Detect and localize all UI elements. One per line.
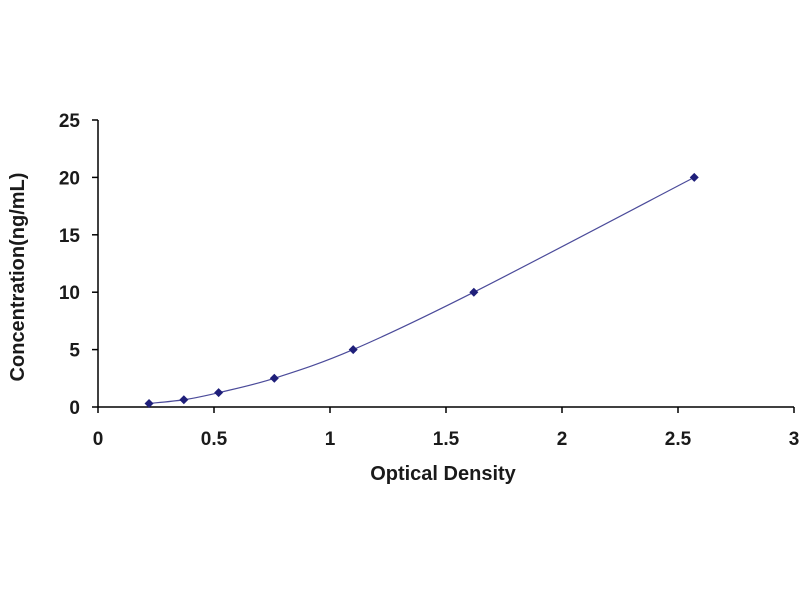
x-tick-label: 0.5: [201, 429, 228, 450]
y-tick-label: 0: [69, 398, 80, 419]
y-tick-label: 15: [59, 226, 81, 247]
x-tick-label: 2: [557, 429, 568, 450]
x-tick-label: 0: [93, 429, 104, 450]
y-tick-label: 20: [59, 168, 80, 189]
data-points: [144, 172, 699, 408]
x-axis-title: Optical Density: [370, 463, 516, 485]
data-point: [348, 345, 358, 355]
data-point: [179, 395, 189, 405]
x-tick-label: 2.5: [665, 429, 692, 450]
y-tick-label: 25: [59, 111, 81, 132]
y-tick-label: 10: [59, 283, 80, 304]
axes: [97, 120, 794, 408]
y-tick-label: 5: [69, 341, 80, 362]
x-tick-label: 3: [789, 429, 800, 450]
data-point: [144, 398, 154, 408]
y-axis-title: Concentration(ng/mL): [7, 173, 29, 382]
fit-curve: [148, 176, 695, 405]
data-point: [214, 388, 224, 398]
data-point: [269, 373, 279, 383]
x-ticks: 0 0.5 1 1.5 2 2.5 3: [93, 407, 800, 450]
data-point: [469, 287, 479, 297]
x-tick-label: 1: [325, 429, 336, 450]
data-point: [689, 172, 699, 182]
x-tick-label: 1.5: [433, 429, 460, 450]
y-ticks: 0 5 10 15 20 25: [59, 111, 98, 419]
